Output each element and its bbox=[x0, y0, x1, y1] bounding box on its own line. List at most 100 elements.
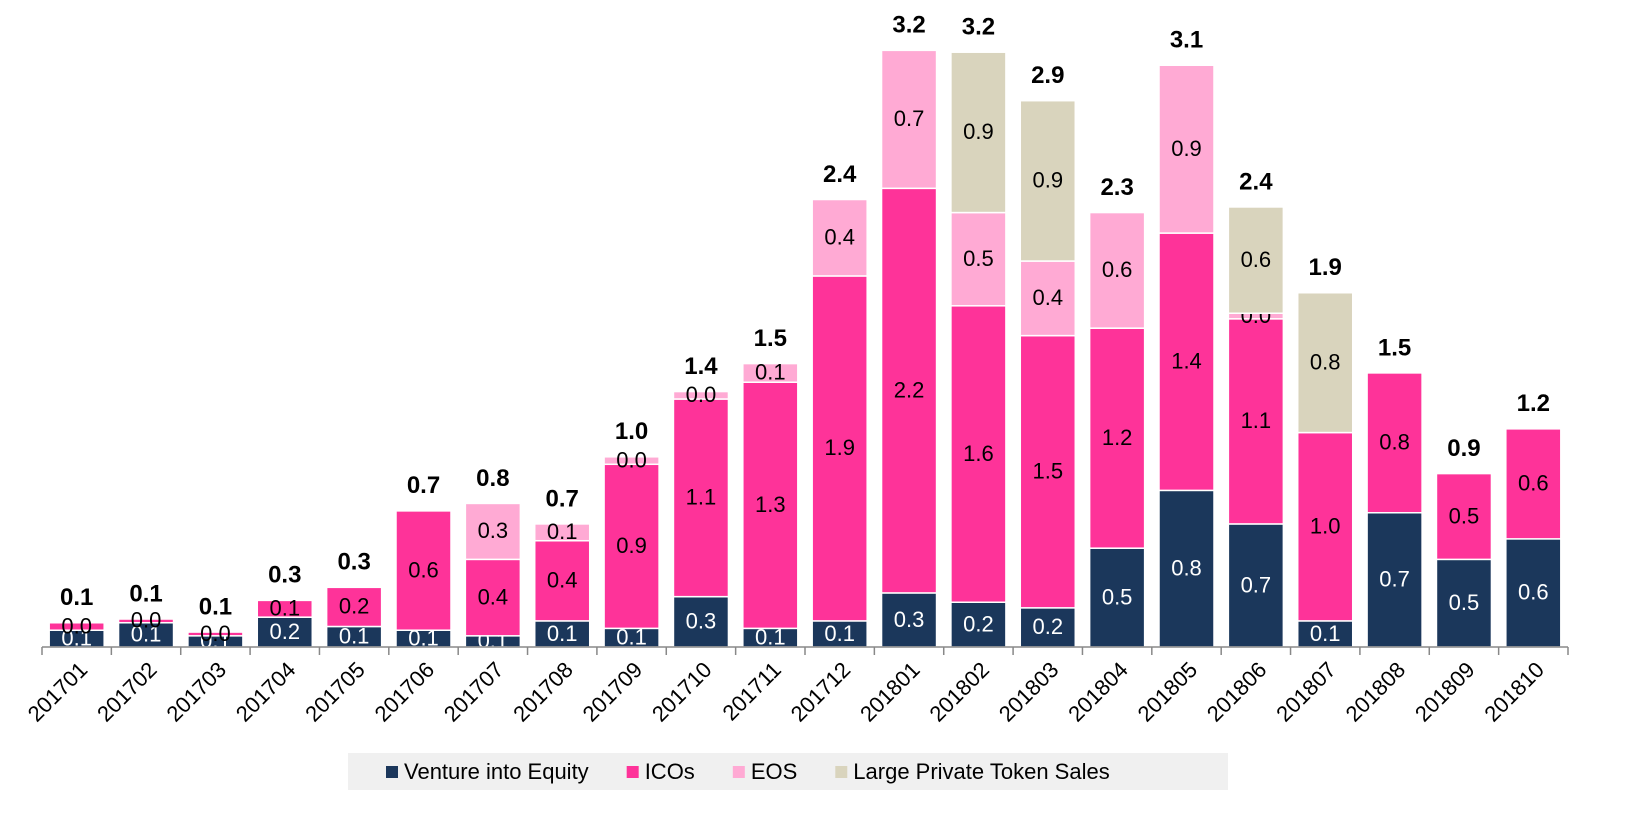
data-label: 0.0 bbox=[131, 608, 162, 633]
bar-segment bbox=[1505, 428, 1562, 540]
legend-swatch bbox=[835, 766, 848, 778]
bar-segment bbox=[811, 275, 868, 622]
bar-segment bbox=[464, 558, 522, 637]
data-label: 0.2 bbox=[339, 594, 370, 619]
total-label: 0.3 bbox=[268, 562, 301, 589]
total-label: 1.2 bbox=[1517, 390, 1550, 417]
data-label: 0.7 bbox=[894, 106, 925, 131]
bar-segment bbox=[880, 592, 938, 648]
bar-segment bbox=[187, 631, 244, 637]
total-label: 1.9 bbox=[1309, 254, 1342, 281]
data-label: 1.2 bbox=[1102, 425, 1133, 450]
total-label: 0.7 bbox=[407, 472, 440, 499]
bar-segment bbox=[1435, 558, 1493, 648]
data-label: 0.6 bbox=[1518, 580, 1549, 605]
data-label: 0.9 bbox=[1171, 136, 1202, 161]
total-label: 1.0 bbox=[615, 418, 648, 445]
bar-segment bbox=[1019, 99, 1077, 262]
data-label: 1.4 bbox=[1171, 349, 1202, 374]
bar-segment bbox=[1088, 327, 1146, 549]
bar-segment bbox=[1296, 431, 1354, 622]
data-label: 0.1 bbox=[824, 621, 855, 646]
x-tick-label: 201809 bbox=[1410, 657, 1480, 727]
bar-segment bbox=[742, 362, 799, 383]
total-label: 0.8 bbox=[476, 465, 509, 492]
bar-segment bbox=[117, 622, 175, 648]
data-label: 0.3 bbox=[478, 518, 509, 543]
bar-segment bbox=[1227, 206, 1285, 314]
data-label: 2.2 bbox=[894, 377, 925, 402]
x-tick-label: 201810 bbox=[1479, 657, 1549, 727]
total-label: 0.1 bbox=[199, 593, 232, 620]
x-tick-label: 201707 bbox=[439, 657, 509, 727]
data-label: 0.0 bbox=[686, 382, 717, 407]
total-label: 2.4 bbox=[1239, 168, 1273, 195]
x-tick-label: 201803 bbox=[994, 657, 1064, 727]
bar-segment bbox=[117, 618, 175, 624]
bar-segment bbox=[325, 586, 383, 628]
data-label: 0.4 bbox=[1032, 285, 1063, 310]
bar-segment bbox=[950, 305, 1007, 604]
bar-segment bbox=[811, 198, 868, 277]
bar-segment bbox=[672, 398, 730, 598]
data-label: 0.0 bbox=[616, 447, 647, 472]
data-label: 1.1 bbox=[1241, 408, 1272, 433]
data-label: 0.1 bbox=[755, 360, 786, 385]
total-label: 0.1 bbox=[129, 580, 162, 607]
total-label: 3.2 bbox=[892, 12, 925, 39]
bar-segment bbox=[1019, 260, 1077, 337]
bar-segment bbox=[950, 211, 1007, 307]
bar-segment bbox=[1158, 232, 1215, 492]
x-tick-label: 201711 bbox=[718, 657, 786, 725]
data-label: 0.7 bbox=[1241, 572, 1272, 597]
data-label: 0.6 bbox=[1102, 257, 1133, 282]
x-tick-label: 201705 bbox=[300, 657, 370, 727]
data-label: 0.1 bbox=[547, 519, 578, 544]
x-tick-label: 201807 bbox=[1271, 657, 1341, 727]
bar-segment bbox=[1366, 512, 1423, 648]
data-label: 0.5 bbox=[1449, 590, 1480, 615]
x-tick-label: 201710 bbox=[647, 657, 717, 727]
data-label: 1.5 bbox=[1032, 459, 1063, 484]
data-label: 0.1 bbox=[1310, 621, 1341, 646]
total-label: 0.9 bbox=[1447, 435, 1480, 462]
x-tick-label: 201701 bbox=[23, 657, 93, 727]
legend-label: ICOs bbox=[645, 759, 695, 784]
bar-segment bbox=[742, 381, 799, 630]
bar-segment bbox=[950, 51, 1007, 214]
data-label: 0.0 bbox=[200, 621, 231, 646]
bar-segment bbox=[533, 523, 591, 542]
total-label: 1.5 bbox=[754, 325, 787, 352]
total-label: 0.7 bbox=[546, 485, 579, 512]
data-label: 1.0 bbox=[1310, 514, 1341, 539]
total-label: 3.2 bbox=[962, 14, 995, 41]
data-label: 0.1 bbox=[131, 622, 162, 647]
data-label: 0.6 bbox=[408, 557, 439, 582]
data-label: 0.3 bbox=[894, 607, 925, 632]
legend-swatch bbox=[732, 766, 745, 778]
legend-label: EOS bbox=[751, 759, 797, 784]
data-label: 0.1 bbox=[547, 621, 578, 646]
x-tick-label: 201712 bbox=[786, 657, 856, 727]
x-tick-label: 201708 bbox=[508, 657, 578, 727]
data-label: 0.8 bbox=[1379, 430, 1410, 455]
legend-swatch bbox=[626, 766, 639, 778]
bar-segment bbox=[256, 599, 314, 618]
bar-segment bbox=[48, 622, 105, 631]
bar-segment bbox=[464, 502, 522, 561]
data-label: 0.9 bbox=[963, 119, 994, 144]
data-label: 0.7 bbox=[1379, 567, 1410, 592]
bar-segment bbox=[880, 187, 938, 594]
data-label: 0.4 bbox=[547, 568, 578, 593]
bar-segment bbox=[1158, 64, 1215, 234]
bar-segment bbox=[1227, 318, 1285, 525]
data-label: 0.8 bbox=[1310, 349, 1341, 374]
x-tick-label: 201805 bbox=[1133, 657, 1203, 727]
total-label: 2.3 bbox=[1100, 174, 1133, 201]
data-label: 0.6 bbox=[1241, 247, 1272, 272]
total-label: 1.5 bbox=[1378, 334, 1411, 361]
x-tick-label: 201702 bbox=[92, 657, 162, 727]
legend-label: Large Private Token Sales bbox=[853, 759, 1109, 784]
data-label: 0.9 bbox=[1032, 168, 1063, 193]
